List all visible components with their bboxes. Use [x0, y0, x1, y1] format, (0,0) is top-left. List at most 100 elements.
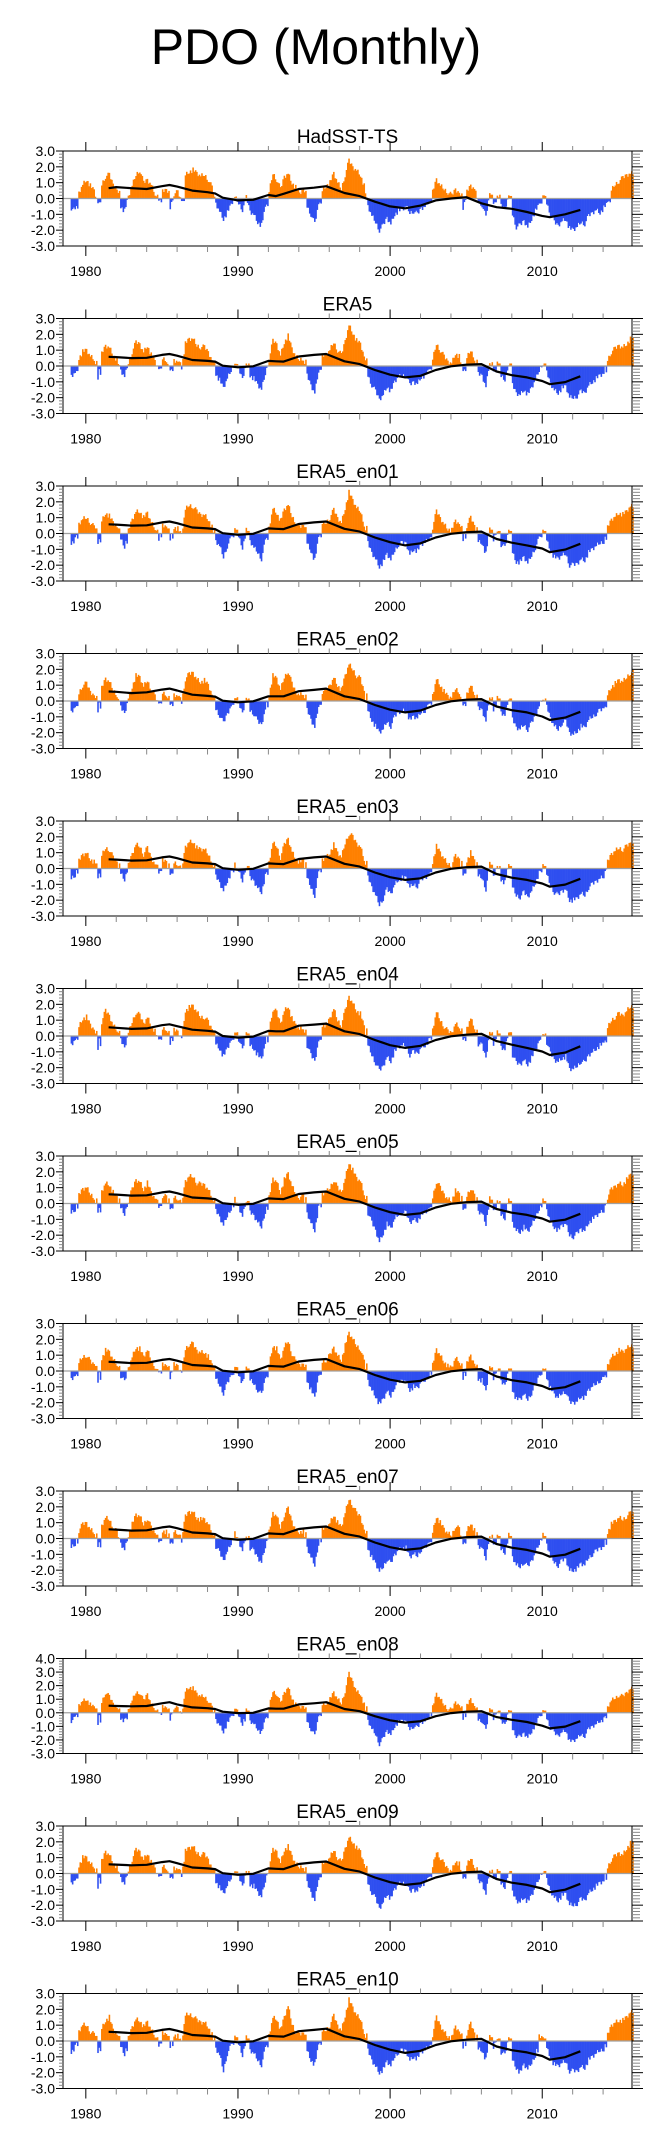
bar	[274, 512, 277, 534]
bar	[575, 1036, 577, 1068]
bar	[480, 1203, 482, 1213]
bar	[187, 1011, 189, 1036]
bar	[516, 868, 519, 895]
bar	[444, 523, 447, 534]
bar	[80, 855, 83, 869]
bar	[306, 701, 308, 708]
bar	[563, 701, 566, 720]
bar	[198, 1521, 201, 1539]
bar	[388, 366, 391, 393]
bar	[587, 1371, 590, 1389]
bar	[263, 1538, 265, 1553]
bar	[594, 1203, 596, 1216]
bar	[594, 533, 596, 547]
bar	[357, 342, 359, 366]
bar	[431, 1028, 434, 1036]
bar	[250, 1203, 253, 1215]
bar	[557, 868, 560, 894]
bar	[107, 680, 109, 701]
bar	[194, 1009, 197, 1036]
bar	[135, 844, 137, 869]
bar	[95, 528, 98, 534]
bar	[433, 856, 435, 869]
bar	[625, 1177, 628, 1204]
bar	[466, 1026, 468, 1036]
bar	[197, 1183, 199, 1204]
bar	[624, 1349, 627, 1371]
bar	[267, 868, 269, 875]
bar	[225, 868, 227, 886]
bar	[243, 701, 245, 711]
bar	[274, 1180, 277, 1204]
bar	[177, 190, 179, 199]
bar	[264, 366, 267, 376]
bar	[211, 360, 213, 366]
bar	[387, 1371, 390, 1391]
bar	[158, 1538, 160, 1543]
bar	[97, 1538, 99, 1548]
bar	[287, 1342, 289, 1371]
bar	[264, 1371, 267, 1379]
bar	[363, 356, 366, 366]
bar	[566, 1203, 568, 1226]
bar	[397, 868, 400, 882]
bar	[487, 1203, 490, 1210]
bar	[561, 1036, 563, 1061]
bar	[118, 528, 121, 534]
bar	[281, 853, 283, 869]
bar	[604, 701, 606, 707]
bar	[499, 1368, 501, 1371]
bar	[525, 533, 528, 561]
bar	[358, 1015, 360, 1036]
bar	[282, 1186, 284, 1204]
bar	[620, 850, 623, 869]
bar	[619, 1515, 622, 1539]
bar	[79, 1358, 82, 1371]
bar	[203, 849, 206, 869]
bar	[497, 1033, 500, 1036]
bar	[306, 1036, 308, 1049]
bar	[398, 1203, 401, 1213]
bar	[443, 1363, 445, 1371]
bar	[175, 695, 178, 701]
bar	[477, 198, 480, 203]
bar	[488, 1196, 491, 1204]
bar	[193, 1177, 196, 1204]
bar	[286, 1173, 288, 1204]
bar	[405, 1203, 407, 1212]
bar	[608, 1022, 610, 1036]
bar	[364, 360, 367, 366]
bar	[251, 1371, 254, 1384]
bar	[327, 685, 330, 701]
bar	[554, 533, 557, 559]
bar	[540, 1538, 543, 1541]
bar	[234, 528, 236, 534]
bar	[402, 533, 405, 545]
bar	[467, 352, 470, 366]
bar	[481, 701, 483, 710]
bar	[316, 533, 319, 544]
bar	[448, 1531, 450, 1539]
bar	[315, 868, 317, 889]
bar	[326, 184, 329, 199]
bar	[321, 1192, 324, 1204]
bar	[236, 697, 239, 701]
bar	[169, 701, 172, 705]
bar	[552, 533, 554, 558]
bar	[540, 198, 543, 204]
bar	[216, 1538, 218, 1549]
bar	[99, 868, 102, 878]
bar	[377, 1371, 379, 1405]
y-tick-label: 2.0	[36, 1331, 56, 1347]
bar	[601, 1538, 604, 1547]
bar	[83, 516, 85, 534]
bar	[354, 168, 357, 199]
bar	[112, 1359, 115, 1371]
bar	[518, 701, 520, 729]
bar	[196, 1519, 198, 1539]
bar	[308, 1203, 311, 1220]
bar	[458, 353, 461, 366]
bar	[497, 363, 500, 366]
bar	[439, 1355, 442, 1371]
bar	[464, 366, 467, 372]
